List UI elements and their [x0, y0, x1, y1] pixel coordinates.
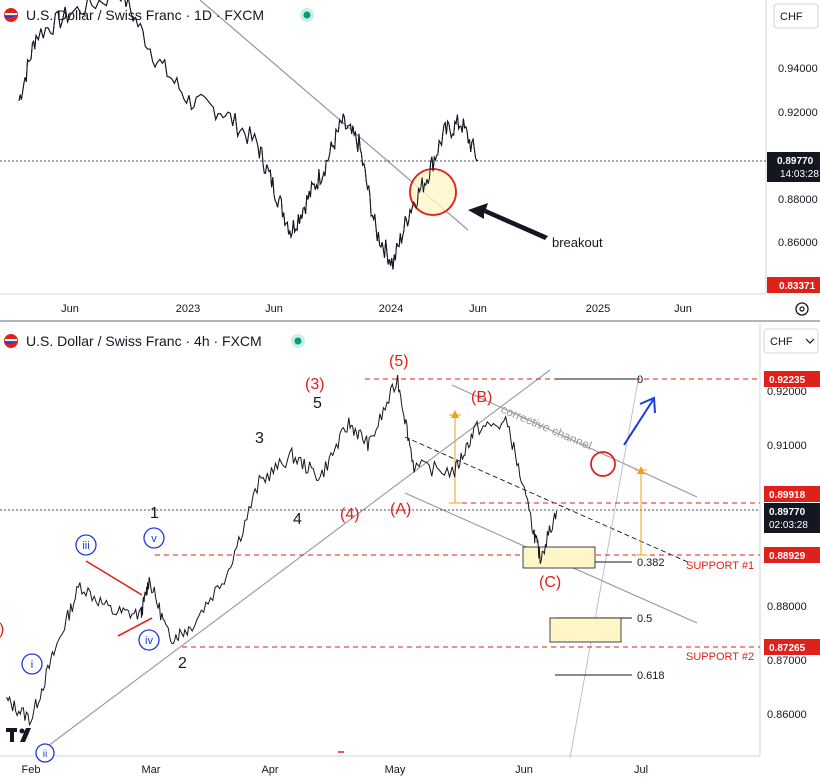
x-tick: May [385, 764, 406, 776]
price-tag-0.88929: 0.88929 [764, 547, 820, 563]
svg-text:14:03:28: 14:03:28 [780, 169, 819, 180]
fib-label-0.5: 0.5 [637, 613, 652, 625]
price-series-4h [6, 374, 558, 727]
wave-label-5-primary: (5) [389, 353, 409, 370]
fib-base-line [569, 380, 639, 759]
x-tick: Mar [142, 764, 161, 776]
svg-text:iv: iv [145, 635, 153, 647]
svg-text:i: i [31, 659, 33, 671]
wave-circle-ii: ii [35, 743, 55, 763]
price-series-daily-overlay [18, 0, 479, 270]
settings-gear-icon[interactable] [795, 302, 809, 316]
wave-label-4: 4 [293, 511, 302, 528]
current-price-tag-bottom: 0.89770 02:03:28 [764, 503, 820, 533]
currency-selector-bottom[interactable]: CHF [763, 328, 819, 354]
y-tick: 0.88000 [778, 194, 818, 206]
wedge-line-lower[interactable] [117, 617, 153, 637]
black-dashed-trend[interactable] [404, 436, 691, 564]
svg-text:0.87265: 0.87265 [769, 643, 806, 654]
wave-label-3: 3 [255, 430, 264, 447]
x-tick: 2025 [586, 303, 610, 315]
wave-circle-v: v [143, 527, 165, 549]
x-tick: Feb [22, 764, 41, 776]
currency-selector-top[interactable]: CHF [773, 3, 819, 29]
price-tag-0.89918: 0.89918 [764, 486, 820, 502]
breakout-arrow-icon[interactable] [468, 203, 548, 240]
y-tick: 0.88000 [767, 601, 807, 613]
support-2-label: SUPPORT #2 [686, 651, 754, 663]
wave-channel-line[interactable] [39, 369, 551, 753]
support-zone-2[interactable] [549, 617, 622, 643]
price-tag-0.92235: 0.92235 [764, 371, 820, 387]
y-tick: 0.92000 [778, 107, 818, 119]
fib-label-0.382: 0.382 [637, 557, 665, 569]
svg-text:0.89770: 0.89770 [769, 507, 806, 518]
wave-label-c: (C) [539, 574, 561, 591]
current-price-tag-top: 0.89770 14:03:28 [767, 152, 820, 182]
x-tick: 2024 [379, 303, 403, 315]
wave-circle-iii: iii [75, 534, 97, 556]
wave-circle-iv: iv [138, 629, 160, 651]
wave-label-4-primary: (4) [340, 506, 360, 523]
tradingview-logo-icon: TV [6, 728, 31, 742]
x-tick: Jun [265, 303, 283, 315]
breakout-circle[interactable] [409, 168, 457, 216]
wave-label-partial: ) [0, 621, 4, 638]
symbol-title-bottom: U.S. Dollar / Swiss Franc · 4h · FXCM [26, 333, 262, 349]
top-panel: breakout U.S. Dollar / Swiss Franc · 1D … [0, 0, 820, 322]
wave-label-5: 5 [313, 395, 322, 412]
wedge-line-upper[interactable] [85, 560, 143, 596]
fib-label-0: 0 [637, 374, 643, 386]
wave-circle-i: i [21, 653, 43, 675]
x-tick: Apr [261, 764, 278, 776]
symbol-header-bottom[interactable]: U.S. Dollar / Swiss Franc · 4h · FXCM [4, 333, 305, 349]
y-tick: 0.91000 [767, 440, 807, 452]
symbol-title-top: U.S. Dollar / Swiss Franc · 1D · FXCM [26, 7, 264, 23]
corrective-channel-upper[interactable] [451, 384, 698, 498]
wave-label-b: (B) [471, 389, 492, 406]
svg-text:iii: iii [82, 540, 89, 552]
support-zone-1[interactable] [522, 546, 596, 569]
measure-arrow-1[interactable] [449, 410, 461, 504]
x-tick: Jun [61, 303, 79, 315]
wave-label-2: 2 [178, 655, 187, 672]
currency-label-top: CHF [780, 11, 803, 23]
wave-label-1: 1 [150, 505, 159, 522]
svg-text:0.92235: 0.92235 [769, 375, 806, 386]
breakout-target-circle[interactable] [590, 451, 616, 477]
svg-text:v: v [151, 533, 157, 545]
y-tick: 0.86000 [767, 709, 807, 721]
fib-label-0.618: 0.618 [637, 670, 665, 682]
y-tick: 0.92000 [767, 386, 807, 398]
svg-text:0.83371: 0.83371 [779, 281, 816, 292]
x-tick: Jun [674, 303, 692, 315]
x-tick: Jun [469, 303, 487, 315]
y-tick: 0.86000 [778, 237, 818, 249]
svg-text:02:03:28: 02:03:28 [769, 520, 808, 531]
currency-label-bottom: CHF [770, 336, 793, 348]
svg-text:0.88929: 0.88929 [769, 551, 806, 562]
wave-label-a: (A) [390, 501, 411, 518]
bullish-arrow-icon[interactable] [623, 396, 656, 446]
x-tick: Jun [515, 764, 533, 776]
y-tick: 0.94000 [778, 63, 818, 75]
x-tick: Jul [634, 764, 648, 776]
support-1-label: SUPPORT #1 [686, 560, 754, 572]
x-tick: 2023 [176, 303, 200, 315]
y-tick: 0.87000 [767, 655, 807, 667]
measure-arrow-2[interactable] [635, 466, 647, 556]
chevron-down-icon [805, 338, 815, 344]
low-price-tag-top: 0.83371 [767, 277, 820, 293]
svg-text:ii: ii [43, 749, 47, 760]
svg-text:0.89770: 0.89770 [777, 156, 814, 167]
breakout-label: breakout [552, 235, 603, 250]
price-tag-0.87265: 0.87265 [764, 639, 820, 655]
wave-label-3-primary: (3) [305, 376, 325, 393]
symbol-header-top[interactable]: U.S. Dollar / Swiss Franc · 1D · FXCM [4, 7, 314, 23]
svg-text:0.89918: 0.89918 [769, 490, 806, 501]
